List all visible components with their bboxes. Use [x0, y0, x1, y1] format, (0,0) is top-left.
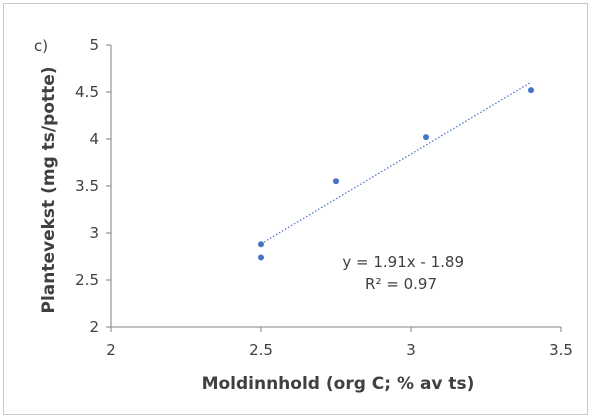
y-tick-label: 5 — [89, 36, 99, 54]
data-point — [258, 254, 264, 261]
chart-frame: c) 2 2.5 3 3.5 2 2.5 3 3.5 4 4.5 5 y = 1.91x - 1.… — [3, 3, 588, 415]
r-squared-label: R² = 0.97 — [365, 275, 437, 293]
y-axis-ticks: 2 2.5 3 3.5 4 4.5 5 — [75, 36, 111, 336]
x-tick-label: 3 — [406, 341, 416, 359]
axes — [110, 45, 561, 328]
x-axis-title: Moldinnhold (org C; % av ts) — [202, 374, 475, 394]
scatter-chart: c) 2 2.5 3 3.5 2 2.5 3 3.5 4 4.5 5 y = 1.91x - 1.… — [34, 36, 573, 394]
data-point — [423, 134, 429, 141]
data-point — [258, 241, 264, 248]
data-point — [333, 178, 339, 185]
x-axis-ticks: 2 2.5 3 3.5 — [106, 327, 573, 359]
y-tick-label: 4 — [89, 130, 99, 148]
data-points — [258, 87, 534, 261]
x-tick-label: 2.5 — [249, 341, 273, 359]
x-tick-label: 3.5 — [549, 341, 573, 359]
y-tick-label: 4.5 — [75, 83, 99, 101]
y-tick-label: 3.5 — [75, 177, 99, 195]
y-axis-title: Plantevekst (mg ts/potte) — [39, 66, 59, 313]
y-tick-label: 3 — [89, 224, 99, 242]
trendline-group — [260, 81, 532, 245]
y-tick-label: 2 — [89, 318, 99, 336]
y-tick-label: 2.5 — [75, 271, 99, 289]
equation-label: y = 1.91x - 1.89 — [342, 253, 464, 271]
trendline — [260, 81, 532, 245]
x-tick-label: 2 — [106, 341, 116, 359]
panel-label: c) — [34, 37, 48, 55]
data-point — [528, 87, 534, 94]
